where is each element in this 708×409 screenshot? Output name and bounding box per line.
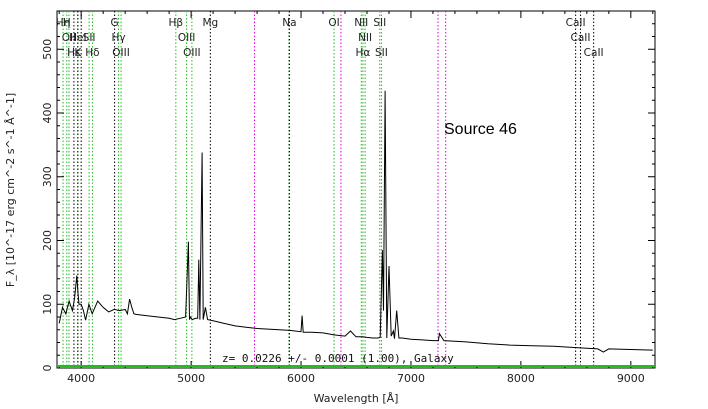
emission-line-label: OIII — [178, 32, 196, 44]
emission-line-label: HeI — [69, 32, 86, 44]
absorption-line-label: K — [74, 47, 82, 59]
redshift-annotation: z= 0.0226 +/- 0.0001 (1.00), Galaxy — [222, 352, 454, 365]
y-tick-label: 400 — [41, 103, 54, 124]
emission-line-label: SII — [83, 32, 96, 44]
sky-lines — [254, 11, 447, 368]
emission-line-label: SII — [373, 17, 386, 29]
source-label: Source 46 — [444, 121, 517, 138]
y-tick-label: 100 — [41, 294, 54, 315]
emission-line-label: NII — [354, 17, 368, 29]
x-tick-label: 7000 — [397, 372, 425, 385]
emission-line-label: OIII — [183, 47, 201, 59]
y-tick-label: 500 — [41, 39, 54, 60]
emission-line-label: Hα — [356, 47, 371, 59]
absorption-line-label: G — [111, 17, 119, 29]
emission-line-label: NII — [358, 32, 372, 44]
emission-line-label: Hη — [56, 17, 71, 29]
absorption-lines — [73, 11, 595, 368]
spectrum-line — [58, 90, 653, 353]
x-tick-label: 8000 — [507, 372, 535, 385]
emission-line-label: H — [63, 17, 71, 29]
absorption-line-label: CaII — [570, 32, 590, 44]
x-tick-label: 9000 — [617, 372, 645, 385]
x-axis-ticks: 4000 5000 6000 7000 8000 9000 — [58, 11, 654, 385]
emission-line-label: Hβ — [169, 17, 184, 29]
absorption-line-label: CaII — [584, 47, 604, 59]
plot-frame — [56, 10, 656, 369]
y-tick-label: 300 — [41, 166, 54, 187]
absorption-line-label: Hε — [67, 47, 81, 59]
emission-lines — [62, 11, 382, 368]
emission-line-label: OII — [62, 32, 76, 44]
absorption-line-label: CaII — [566, 17, 586, 29]
y-axis-title: F_λ [10^-17 erg cm^-2 s^-1 Å^-1] — [4, 93, 17, 287]
emission-line-label: Hγ — [112, 32, 126, 44]
x-tick-label: 6000 — [287, 372, 315, 385]
y-tick-label: 0 — [41, 365, 54, 372]
emission-line-label: OIII — [112, 47, 130, 59]
x-tick-label: 4000 — [67, 372, 95, 385]
y-axis-ticks: 0 100 200 300 400 500 — [41, 10, 655, 372]
spectrum-series — [58, 90, 653, 353]
emission-line-label: Hδ — [85, 47, 99, 59]
emission-line-label: OI — [328, 17, 339, 29]
y-tick-label: 200 — [41, 230, 54, 251]
x-axis-title: Wavelength [Å] — [314, 392, 399, 405]
absorption-line-label: Na — [282, 17, 296, 29]
x-tick-label: 5000 — [177, 372, 205, 385]
emission-line-label: SII — [375, 47, 388, 59]
absorption-line-label: Mg — [202, 17, 218, 29]
